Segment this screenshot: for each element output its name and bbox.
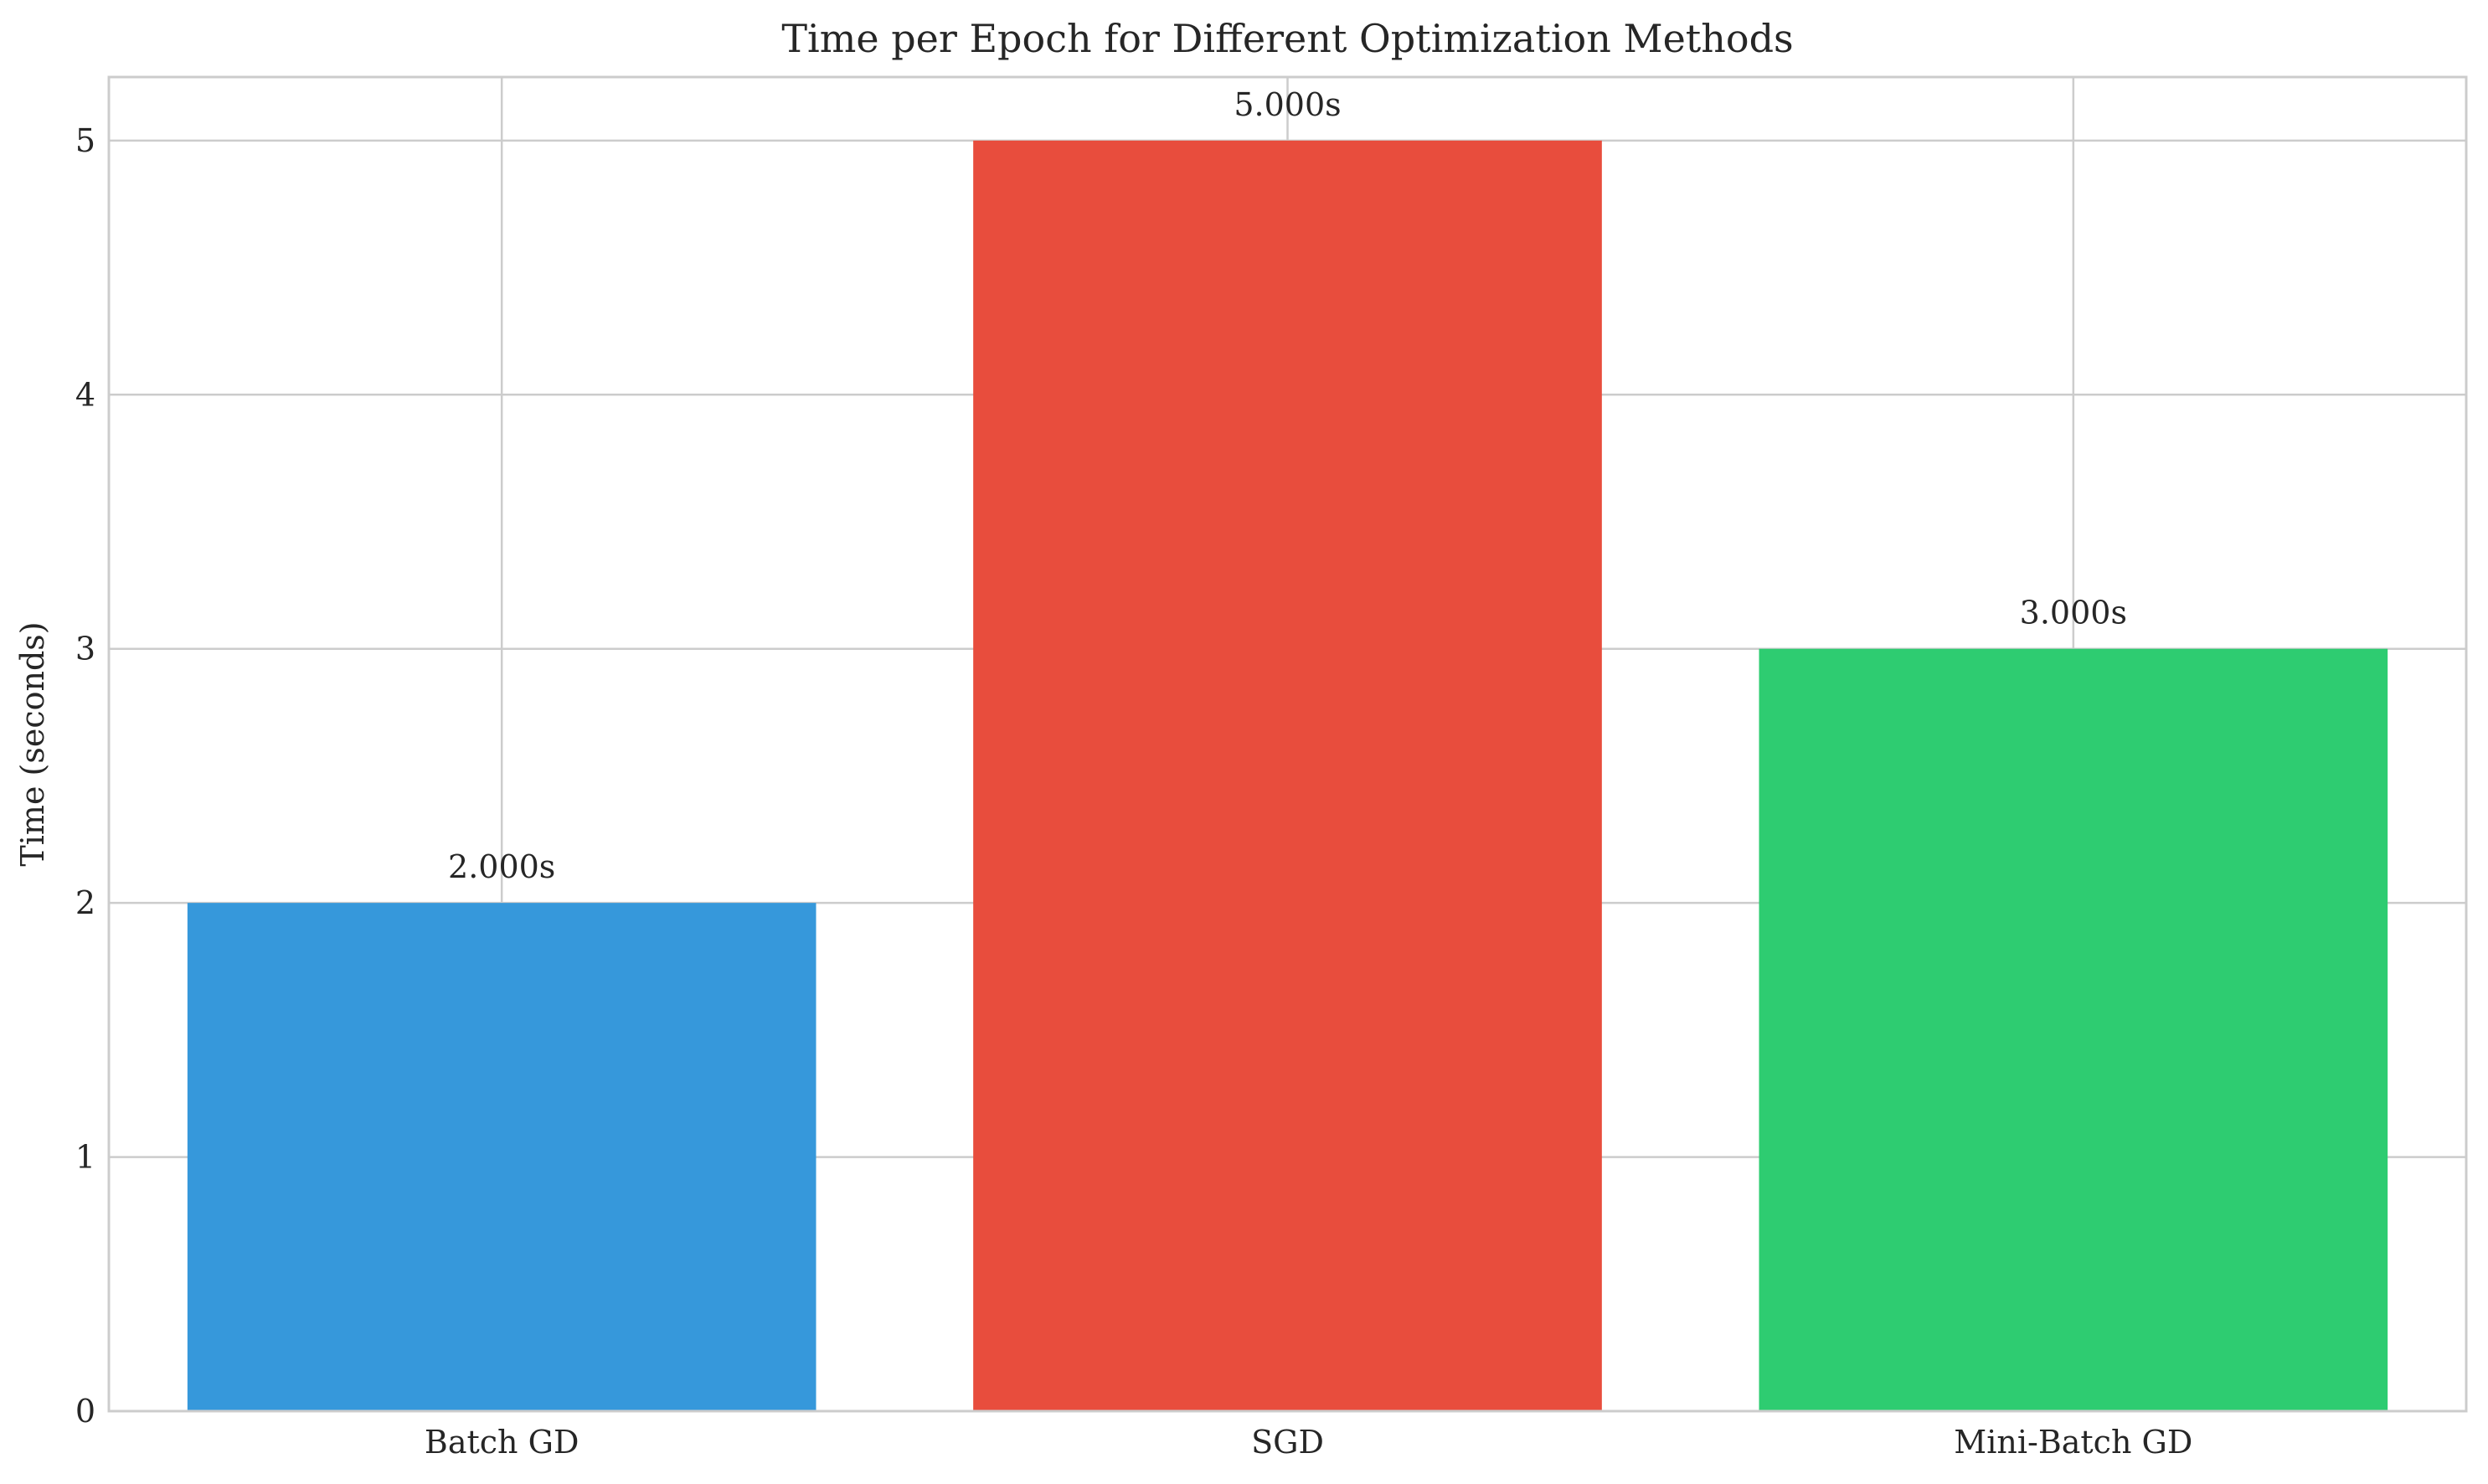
x-tick-labels: Batch GD SGD Mini-Batch GD	[425, 1424, 2192, 1461]
x-tick-label: SGD	[1251, 1424, 1324, 1461]
data-label: 5.000s	[1234, 86, 1341, 123]
y-tick-label: 3	[75, 631, 95, 667]
bar-mini-batch-gd	[1759, 648, 2388, 1411]
x-tick-label: Mini-Batch GD	[1954, 1424, 2192, 1461]
bars	[187, 140, 2388, 1411]
y-tick-labels: 0 1 2 3 4 5	[75, 122, 95, 1430]
y-tick-label: 0	[75, 1393, 95, 1430]
y-axis-label: Time (seconds)	[14, 621, 51, 866]
y-tick-label: 1	[75, 1139, 95, 1176]
y-tick-label: 5	[75, 122, 95, 159]
chart-title: Time per Epoch for Different Optimizatio…	[781, 16, 1793, 61]
data-labels: 2.000s 5.000s 3.000s	[448, 86, 2127, 885]
x-tick-label: Batch GD	[425, 1424, 580, 1461]
y-tick-label: 2	[75, 884, 95, 921]
y-tick-label: 4	[75, 376, 95, 413]
plot-frame	[107, 75, 2468, 1413]
data-label: 2.000s	[448, 848, 555, 885]
data-label: 3.000s	[2020, 595, 2127, 631]
bar-sgd	[973, 140, 1602, 1411]
bar-batch-gd	[187, 903, 816, 1411]
